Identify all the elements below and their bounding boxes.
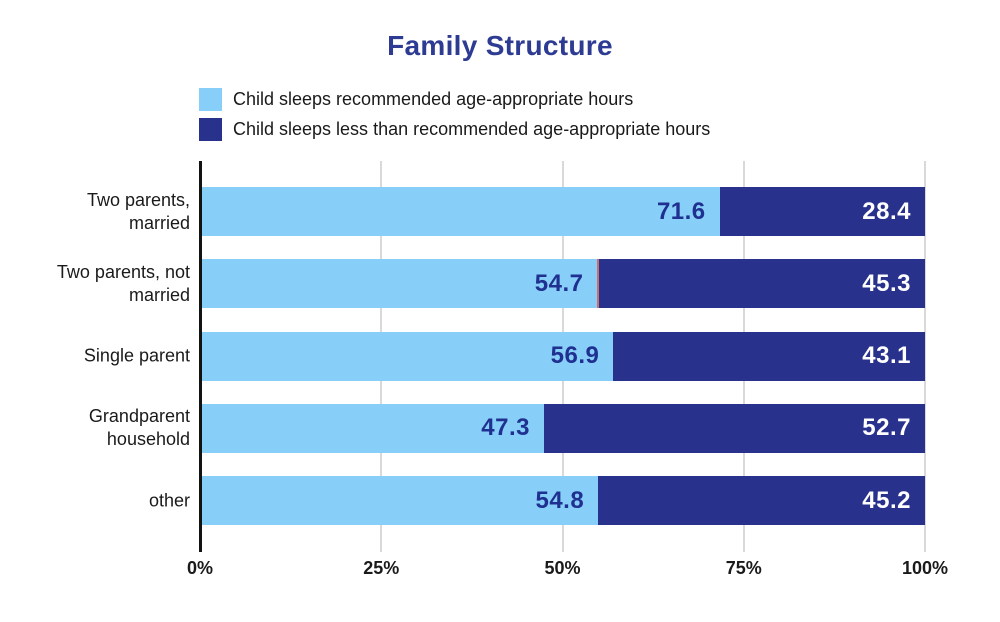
x-tick-label: 25% xyxy=(363,558,400,578)
category-label: other xyxy=(148,490,190,510)
plot-area: 0% 25% 50% 75% 100% 71.6 28.4 Two parents, marr… xyxy=(57,161,948,578)
bar-row: 71.6 28.4 xyxy=(202,187,925,236)
category-label: Single parent xyxy=(83,345,190,366)
legend-label: Child sleeps recommended age-appropriate… xyxy=(233,89,634,109)
legend-swatch-icon xyxy=(199,88,222,111)
bar-row: 54.7 45.3 xyxy=(202,259,925,309)
legend-label: Child sleeps less than recommended age-a… xyxy=(233,119,711,139)
bar-segment-recommended: 71.6 xyxy=(202,187,720,236)
bar-row: 54.8 45.2 xyxy=(202,476,925,525)
bar-segment-recommended: 54.7 xyxy=(202,259,598,309)
bar-value-label: 56.9 xyxy=(550,342,600,369)
bar-value-label: 54.7 xyxy=(534,269,584,297)
bar-row: 56.9 43.1 xyxy=(202,331,925,381)
bar-segment-recommended: 56.9 xyxy=(202,331,614,381)
bar-value-label: 43.1 xyxy=(862,342,911,369)
legend: Child sleeps recommended age-appropriate… xyxy=(199,88,710,141)
x-tick-label: 100% xyxy=(901,558,949,578)
bar-row: 47.3 52.7 xyxy=(202,403,925,453)
bar-segment-less-than: 43.1 xyxy=(613,331,925,381)
category-label: Two parents, not married xyxy=(56,261,190,305)
x-tick-label: 50% xyxy=(544,558,581,578)
y-axis-line xyxy=(199,161,202,552)
bar-segment-recommended: 47.3 xyxy=(202,403,544,453)
legend-swatch-icon xyxy=(199,118,222,141)
bar-segment-less-than: 45.2 xyxy=(598,476,925,525)
bar-value-label: 54.8 xyxy=(535,486,585,514)
category-label: Grandparent household xyxy=(88,406,190,450)
legend-item: Child sleeps recommended age-appropriate… xyxy=(199,88,710,111)
bar-value-label: 52.7 xyxy=(862,414,911,442)
chart-title: Family Structure xyxy=(387,30,613,61)
bar-value-label: 45.2 xyxy=(862,486,911,514)
bar-segment-less-than: 45.3 xyxy=(597,259,925,309)
bar-segment-less-than: 52.7 xyxy=(543,403,925,453)
bar-value-label: 45.3 xyxy=(862,269,911,297)
x-tick-label: 75% xyxy=(725,558,762,578)
gridline xyxy=(924,161,926,552)
category-label: Two parents, married xyxy=(86,189,190,233)
bar-segment-less-than: 28.4 xyxy=(719,187,925,236)
legend-item: Child sleeps less than recommended age-a… xyxy=(199,118,710,141)
bar-value-label: 71.6 xyxy=(656,197,706,225)
bar-value-label: 47.3 xyxy=(481,414,530,442)
bar-segment-recommended: 54.8 xyxy=(202,476,599,525)
x-tick-label: 0% xyxy=(186,558,214,578)
bar-value-label: 28.4 xyxy=(862,197,911,225)
